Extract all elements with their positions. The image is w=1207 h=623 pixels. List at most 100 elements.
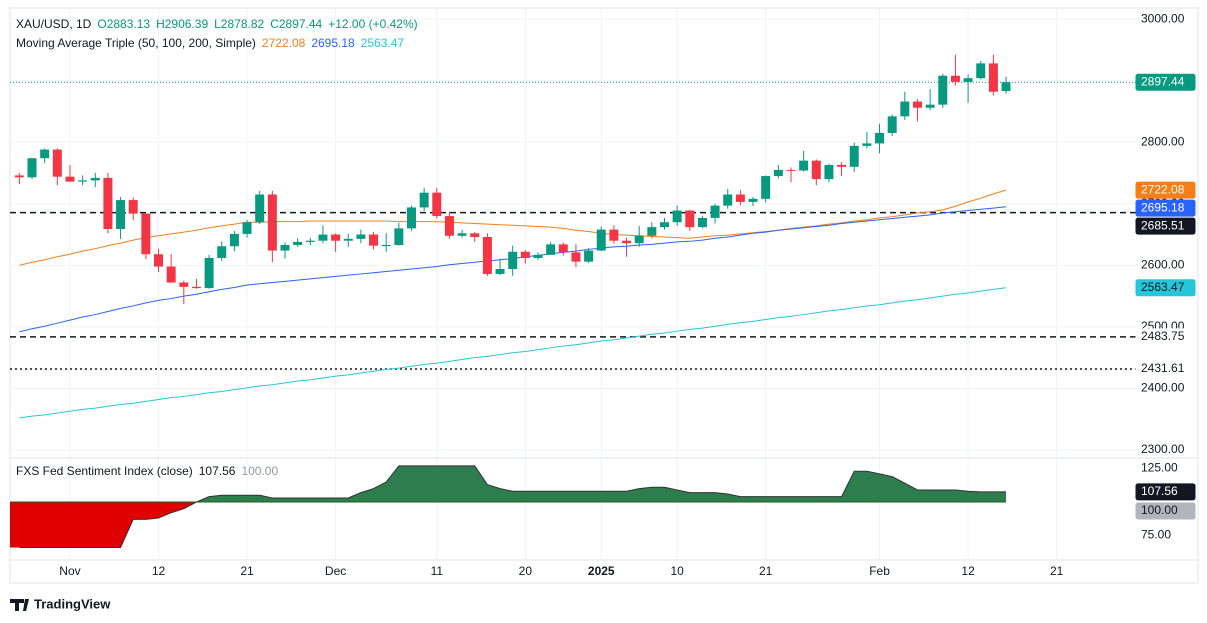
candle-body xyxy=(773,169,783,177)
indicator-legend: FXS Fed Sentiment Index (close) 107.56 100… xyxy=(16,464,284,478)
ma-price-label: 2722.08 xyxy=(1141,182,1185,196)
header: XAU/USD, 1D O2883.13 H2906.39 L2878.82 C2897… xyxy=(16,17,424,31)
candle-body xyxy=(584,250,594,262)
ma-title: Moving Average Triple (50, 100, 200, Sim… xyxy=(16,36,256,50)
brand: TradingView xyxy=(34,596,111,611)
candle-body xyxy=(748,198,758,202)
change: +12.00 (+0.42%) xyxy=(328,17,418,31)
candle-body xyxy=(293,241,303,246)
candle-body xyxy=(40,149,50,159)
candle-body xyxy=(191,286,201,289)
ma-price-label-bg xyxy=(1135,199,1196,217)
candle-body xyxy=(950,75,960,82)
baseline-label-bg xyxy=(1135,502,1196,520)
x-tick-label: Feb xyxy=(869,564,890,578)
ma-legend: Moving Average Triple (50, 100, 200, Sim… xyxy=(16,36,410,50)
candle-body xyxy=(634,235,644,244)
candle-body xyxy=(723,194,733,206)
candle-body xyxy=(242,222,252,234)
indicator-title: FXS Fed Sentiment Index (close) xyxy=(16,464,193,478)
sentiment-line xyxy=(19,465,1007,549)
candle-body xyxy=(432,192,442,217)
candle-body xyxy=(166,266,176,283)
candle-body xyxy=(14,175,24,178)
candle-body xyxy=(520,251,530,258)
candle-body xyxy=(837,164,847,167)
x-tick-label: 21 xyxy=(1050,564,1064,578)
x-tick-label: 12 xyxy=(152,564,166,578)
candle-body xyxy=(381,245,391,247)
x-tick-label: Dec xyxy=(325,564,346,578)
y-tick-label: 2600.00 xyxy=(1141,257,1185,271)
candle-body xyxy=(558,244,568,253)
ma-price-label: 2563.47 xyxy=(1141,280,1185,294)
candle-body xyxy=(217,246,227,258)
candle-body xyxy=(976,63,986,79)
candle-body xyxy=(887,116,897,133)
level-price-label: 2685.51 xyxy=(1141,218,1185,232)
candle-body xyxy=(596,229,606,251)
ohlc: C2897.44 xyxy=(270,17,323,31)
candle-body xyxy=(78,180,88,182)
candle-body xyxy=(27,158,37,178)
candle-body xyxy=(369,234,379,246)
level-price-label-bg xyxy=(1135,360,1196,378)
candle-body xyxy=(116,200,126,229)
candle-body xyxy=(470,233,480,238)
candle-body xyxy=(280,245,290,251)
candle-body xyxy=(318,234,328,241)
candle-body xyxy=(331,234,341,241)
candle-body xyxy=(963,78,973,82)
candle-body xyxy=(204,257,214,289)
x-tick-label: 21 xyxy=(759,564,773,578)
candle-body xyxy=(103,177,113,229)
candle-body xyxy=(495,269,505,274)
ma-price-label-bg xyxy=(1135,181,1196,199)
indicator-value: 107.56 xyxy=(198,464,236,478)
candle-body xyxy=(179,282,189,287)
ohlc: H2906.39 xyxy=(156,17,209,31)
indicator-baseline: 100.00 xyxy=(241,464,279,478)
candle-body xyxy=(811,160,821,180)
candle-body xyxy=(444,216,454,236)
candle-body xyxy=(267,194,277,251)
candle-body xyxy=(659,222,669,228)
brand-logo xyxy=(10,599,29,611)
ma-value: 2722.08 xyxy=(261,36,306,50)
y-tick-label: 2300.00 xyxy=(1141,442,1185,456)
candle-body xyxy=(571,252,581,262)
y-tick-label: 3000.00 xyxy=(1141,11,1185,25)
x-tick-label: Nov xyxy=(59,564,80,578)
candle-body xyxy=(128,200,138,214)
x-tick-label: 11 xyxy=(431,564,444,578)
candle-body xyxy=(900,101,910,117)
ma-line xyxy=(19,287,1007,419)
candle-body xyxy=(799,160,809,171)
candle-body xyxy=(141,213,151,255)
y-tick-label: 75.00 xyxy=(1141,528,1171,542)
baseline-label: 100.00 xyxy=(1141,503,1178,517)
candle-body xyxy=(305,240,315,242)
x-tick-label: 10 xyxy=(670,564,684,578)
candle-body xyxy=(255,194,265,223)
ma-value: 2563.47 xyxy=(360,36,405,50)
sentiment-area-up xyxy=(196,465,1007,502)
level-price-label-bg xyxy=(1135,217,1196,235)
candle-body xyxy=(912,101,922,108)
x-tick-label: 12 xyxy=(961,564,975,578)
ma-price-label: 2695.18 xyxy=(1141,200,1185,214)
candle-body xyxy=(735,194,745,202)
ohlc: L2878.82 xyxy=(214,17,265,31)
frame xyxy=(9,7,1199,584)
x-tick-label: 2025 xyxy=(588,564,615,578)
x-tick-label: 21 xyxy=(240,564,254,578)
candle-body xyxy=(875,132,885,144)
candle-body xyxy=(647,227,657,236)
candle-body xyxy=(622,240,632,244)
indicator-price-label-bg xyxy=(1135,483,1196,501)
last-price-label-bg xyxy=(1135,73,1196,91)
ma-price-label-bg xyxy=(1135,279,1196,297)
level-price-label: 2431.61 xyxy=(1141,361,1185,375)
